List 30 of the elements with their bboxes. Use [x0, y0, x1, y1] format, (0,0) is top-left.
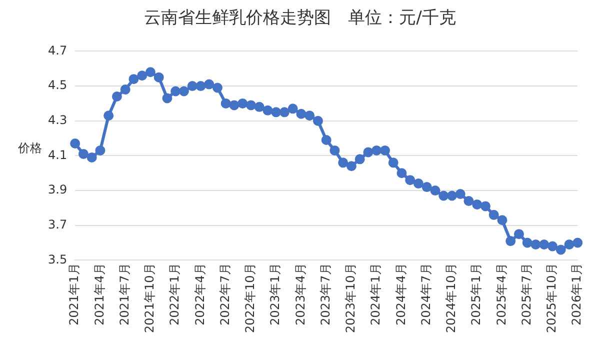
- y-tick-label: 3.9: [48, 182, 68, 197]
- y-tick-label: 4.1: [48, 148, 68, 162]
- x-tick-label: 2025年1月: [469, 263, 484, 326]
- x-tick-label: 2021年10月: [142, 263, 157, 334]
- x-tick-label: 2022年10月: [243, 263, 258, 334]
- y-tick-label: 4.3: [48, 112, 68, 127]
- y-tick-label: 3.7: [48, 217, 68, 232]
- x-tick-label: 2026年1月: [570, 263, 584, 326]
- x-tick-label: 2023年10月: [344, 263, 358, 334]
- y-tick-label: 4.7: [48, 43, 68, 58]
- x-tick-label: 2021年1月: [67, 263, 82, 326]
- x-tick-label: 2022年7月: [218, 263, 232, 326]
- y-tick-label: 3.5: [48, 252, 68, 266]
- x-tick-label: 2023年1月: [268, 263, 282, 326]
- x-tick-label: 2021年7月: [117, 263, 132, 326]
- x-tick-label: 2022年1月: [168, 263, 182, 326]
- x-tick-label: 2024年1月: [368, 263, 383, 326]
- x-tick-label: 2021年4月: [92, 263, 106, 326]
- x-tick-label: 2024年4月: [394, 263, 408, 326]
- x-tick-label: 2023年4月: [293, 263, 308, 326]
- x-tick-label: 2025年10月: [544, 263, 559, 334]
- x-tick-label: 2024年7月: [418, 263, 433, 326]
- x-tick-label: 2024年10月: [444, 263, 458, 334]
- y-axis-title: 价格: [18, 140, 42, 157]
- x-tick-label: 2025年7月: [519, 263, 534, 326]
- x-tick-label: 2025年4月: [494, 263, 508, 326]
- chart-title: 云南省生鲜乳价格走势图 单位：元/千克: [143, 7, 457, 29]
- y-tick-label: 4.5: [48, 78, 68, 92]
- x-tick-label: 2022年4月: [192, 263, 207, 326]
- x-tick-label: 2023年7月: [318, 263, 332, 326]
